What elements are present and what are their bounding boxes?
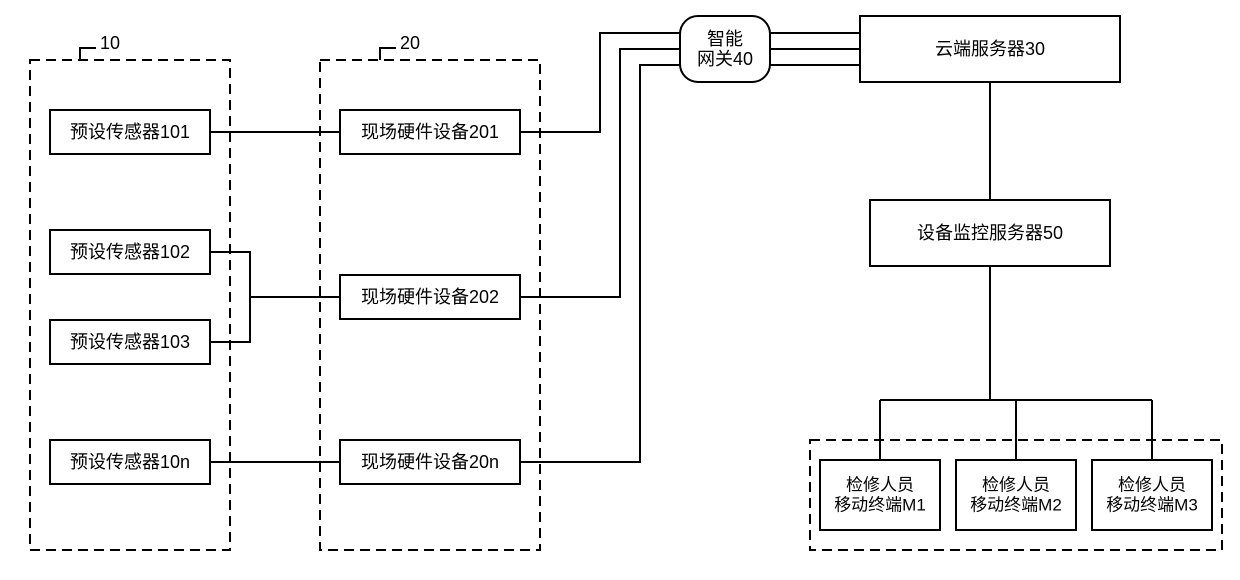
node-label-s101: 预设传感器101 — [70, 122, 190, 142]
node-label-h202: 现场硬件设备202 — [361, 287, 499, 307]
group-label-g20: 20 — [400, 33, 420, 53]
edge-2 — [210, 297, 250, 342]
group-label-ticks — [80, 48, 396, 60]
node-label-m1-line1: 移动终端M1 — [834, 495, 926, 514]
node-label-m1-line0: 检修人员 — [846, 475, 914, 494]
node-label-m3-line0: 检修人员 — [1118, 475, 1186, 494]
node-label-cloud30: 云端服务器30 — [935, 39, 1045, 59]
group-label-g10: 10 — [100, 33, 120, 53]
node-label-m3-line1: 移动终端M3 — [1106, 495, 1198, 514]
node-label-h20n: 现场硬件设备20n — [361, 452, 499, 472]
node-label-s102: 预设传感器102 — [70, 242, 190, 262]
edge-4 — [520, 33, 680, 132]
node-label-m2-line0: 检修人员 — [982, 475, 1050, 494]
node-label-mon50: 设备监控服务器50 — [917, 223, 1063, 243]
node-label-s10n: 预设传感器10n — [70, 452, 190, 472]
node-label-gw40-line0: 智能 — [707, 29, 743, 49]
architecture-diagram: 10 20 预设传感器101 预设传感器102 预设传感器103 预设传感器10n 现场硬… — [0, 0, 1240, 580]
group-tick-1 — [380, 48, 396, 60]
node-label-h201: 现场硬件设备201 — [361, 122, 499, 142]
node-label-m2-line1: 移动终端M2 — [970, 495, 1062, 514]
node-label-gw40-line1: 网关40 — [697, 49, 753, 69]
nodes-layer: 预设传感器101 预设传感器102 预设传感器103 预设传感器10n 现场硬件设备20… — [50, 16, 1212, 530]
node-label-s103: 预设传感器103 — [70, 332, 190, 352]
group-tick-0 — [80, 48, 96, 60]
